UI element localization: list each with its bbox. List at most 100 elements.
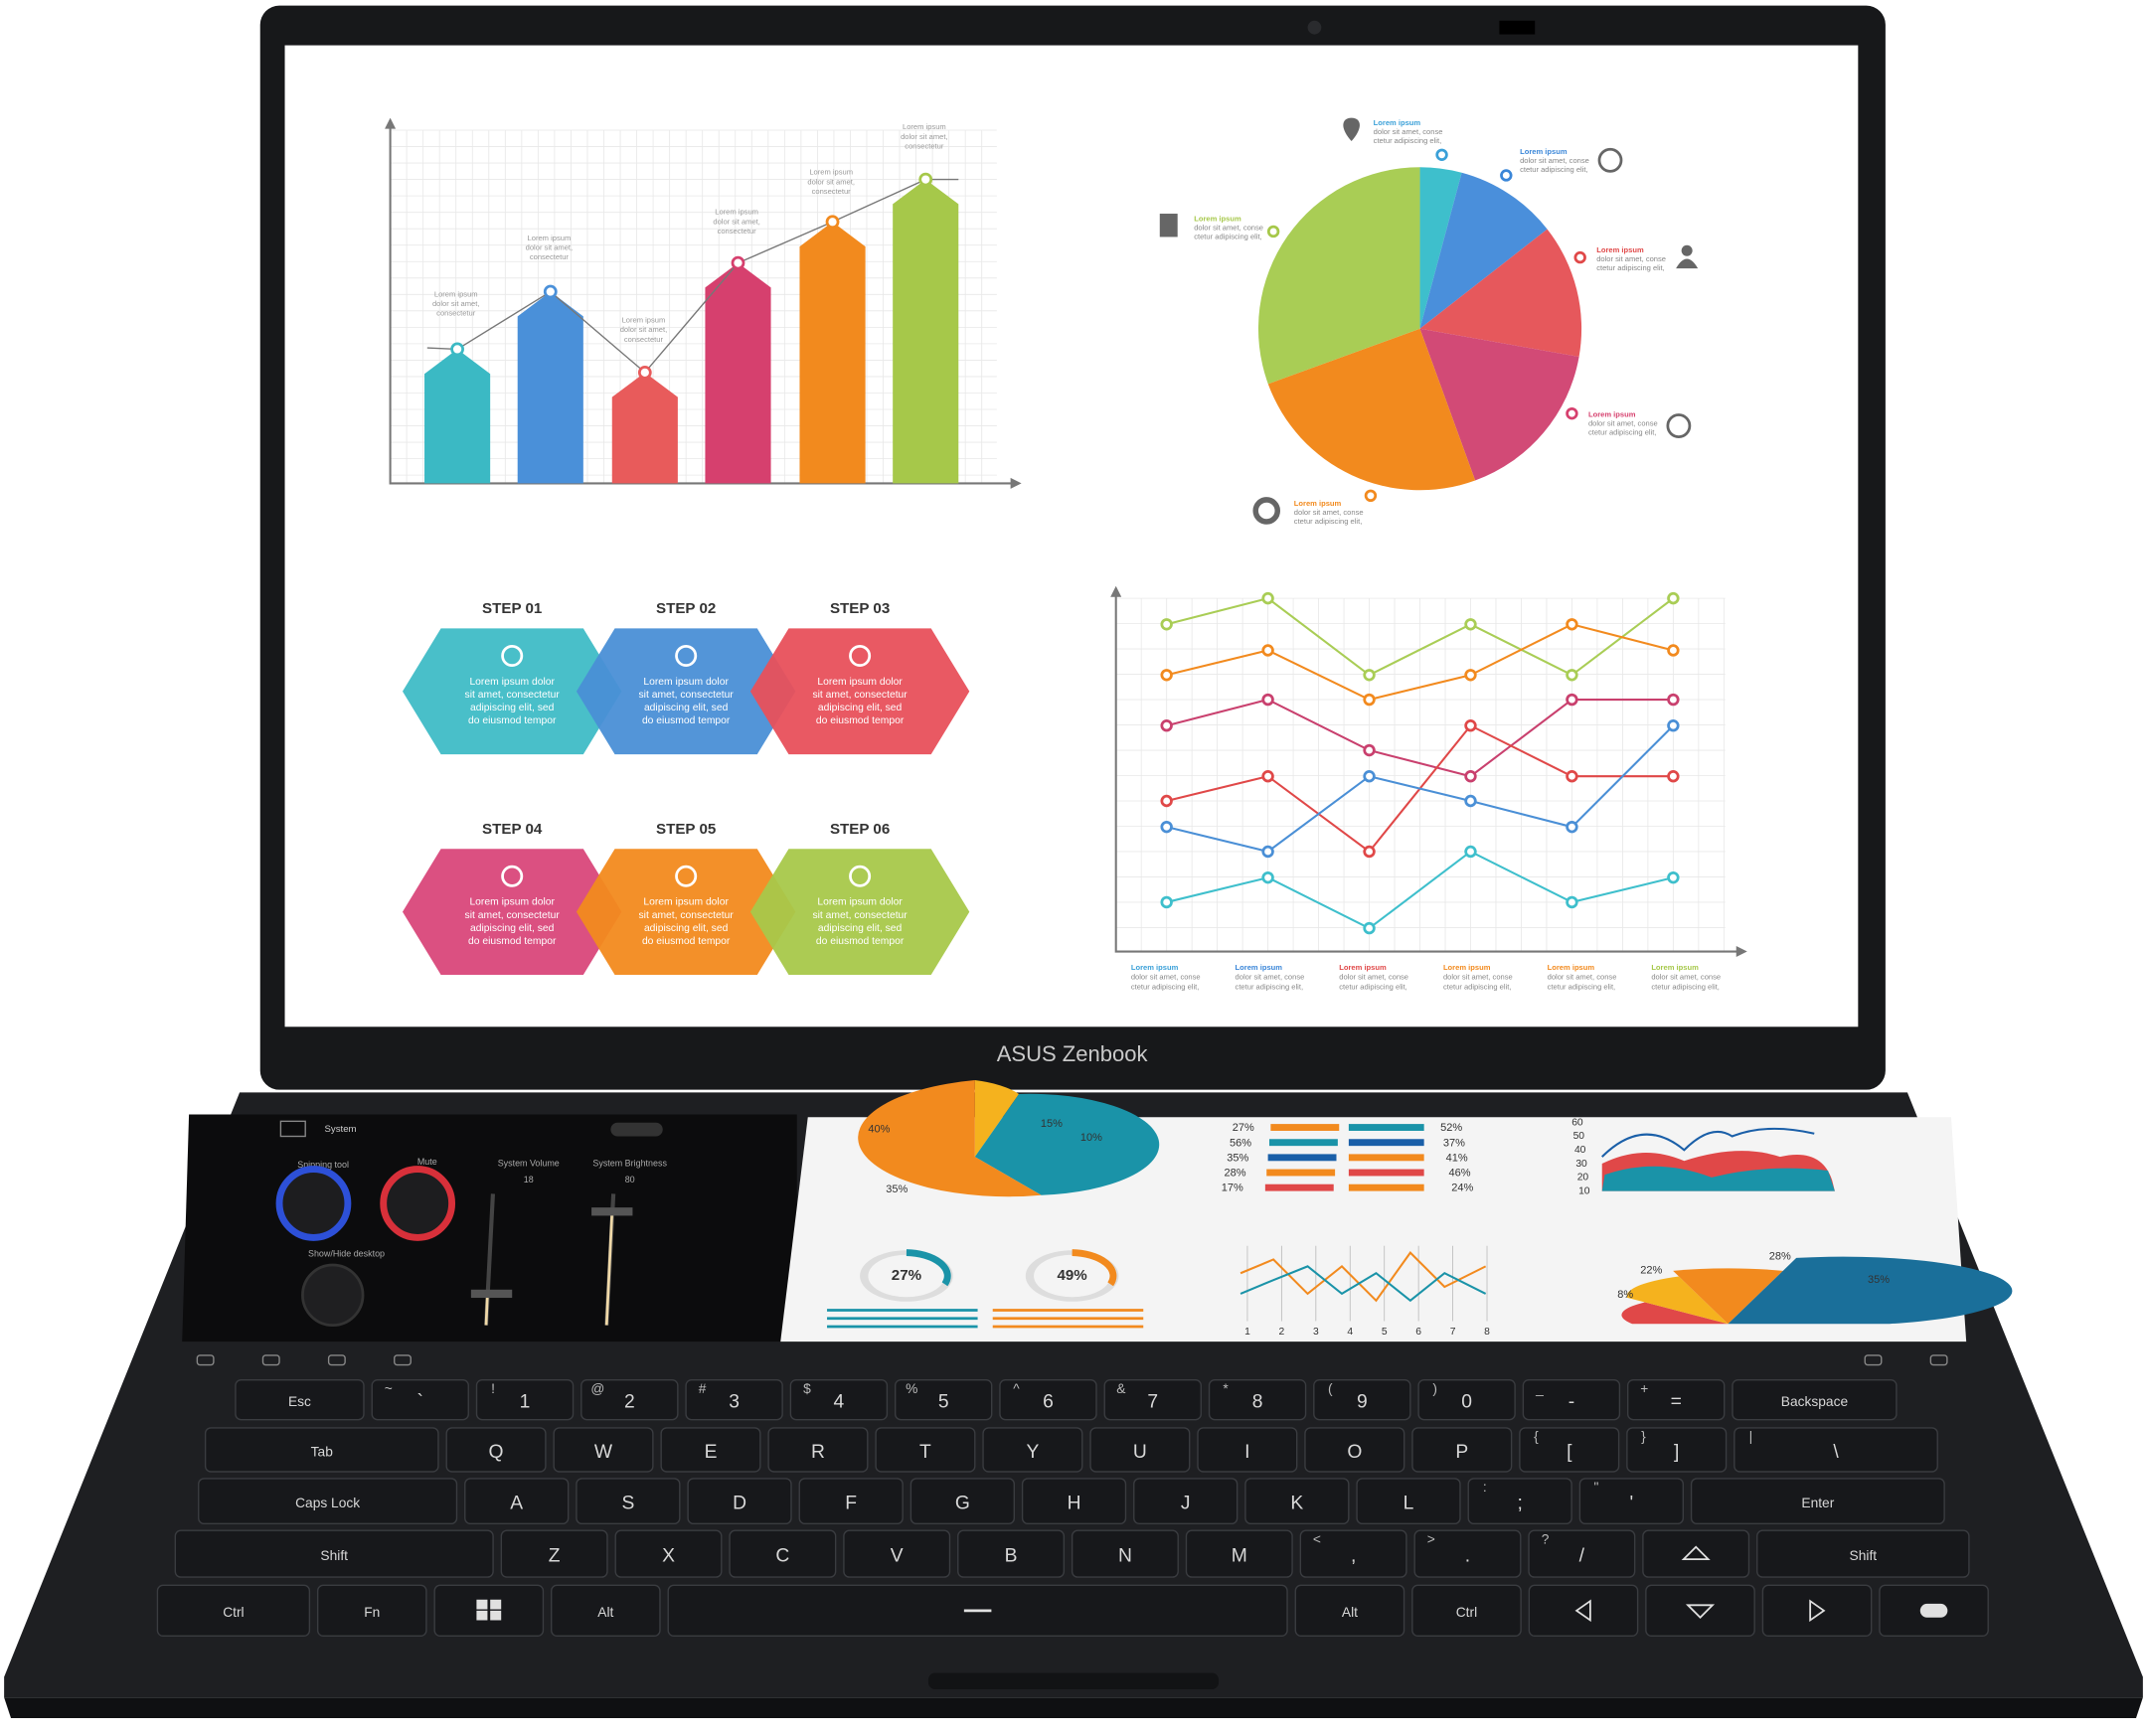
line-point: [1464, 794, 1477, 808]
pie-slice: [1419, 172, 1548, 329]
step-text: Lorem ipsum dolor: [469, 677, 555, 688]
step-text: do eiusmod tempor: [642, 715, 731, 726]
toggle: [610, 1122, 663, 1137]
key: [894, 1379, 993, 1421]
step-title: STEP 03: [830, 600, 890, 617]
key-label: ]: [1674, 1442, 1679, 1463]
key: [660, 1427, 761, 1473]
key: [156, 1584, 311, 1637]
key: [1197, 1427, 1298, 1473]
key-icon: [476, 1599, 502, 1621]
gauge-label: 49%: [1057, 1267, 1087, 1284]
area-axis-label: 30: [1575, 1159, 1587, 1170]
key: [580, 1379, 679, 1421]
key: [614, 1529, 723, 1578]
line-point: [1464, 618, 1477, 631]
key-label: .: [1465, 1546, 1470, 1567]
area-axis-label: 20: [1577, 1173, 1589, 1184]
key-shift-label: ": [1593, 1480, 1598, 1495]
key-label: N: [1118, 1546, 1132, 1567]
key-shift-label: ^: [1013, 1381, 1020, 1396]
icon-gear: [1252, 497, 1281, 525]
line-point: [1566, 895, 1578, 909]
bar-note: consectetur: [812, 187, 852, 196]
key: [576, 1478, 681, 1525]
key: [1467, 1478, 1572, 1525]
icon-at: [1666, 413, 1692, 438]
key-label: 9: [1357, 1392, 1368, 1413]
key-label: Tab: [311, 1444, 334, 1459]
line-point: [1160, 895, 1173, 909]
key: [1021, 1478, 1127, 1525]
mini-axis-label: 1: [1244, 1327, 1250, 1338]
mini-bar-label: 52%: [1440, 1122, 1462, 1134]
line-point: [1363, 693, 1376, 707]
key: [1642, 1529, 1750, 1578]
pie-slice: [1419, 167, 1462, 329]
step-text: adipiscing elit, sed: [644, 703, 729, 713]
key-shift-label: %: [906, 1381, 917, 1396]
bar-note: Lorem ipsum: [903, 122, 946, 131]
key: [475, 1379, 575, 1421]
key: [789, 1379, 889, 1421]
key: [316, 1584, 427, 1637]
mini-bar-label: 37%: [1443, 1137, 1465, 1149]
gauge-label: 27%: [892, 1267, 922, 1284]
bar-note: dolor sit amet,: [526, 242, 574, 251]
mini-pie: [974, 1093, 1160, 1195]
line-note: dolor sit amet, conse: [1236, 973, 1305, 982]
line-note-title: Lorem ipsum: [1339, 963, 1387, 972]
mini-bar-label: 41%: [1446, 1152, 1468, 1164]
key-label: L: [1404, 1493, 1414, 1513]
step-title: STEP 01: [482, 600, 542, 617]
mini-axis-label: 2: [1279, 1327, 1285, 1338]
line-point: [1160, 669, 1173, 682]
key-label: D: [733, 1493, 746, 1513]
key-shift-label: @: [590, 1381, 604, 1396]
key: [1294, 1584, 1405, 1637]
step-icon: [849, 865, 872, 887]
step-text: do eiusmod tempor: [816, 715, 905, 726]
bar-shape: [424, 349, 491, 484]
chart-line: [1166, 850, 1674, 930]
key-label: `: [417, 1392, 423, 1413]
icon-globe: [1597, 147, 1623, 173]
line-point: [1667, 870, 1680, 884]
line-note-title: Lorem ipsum: [1548, 963, 1595, 972]
key-shift-label: }: [1641, 1429, 1646, 1444]
key-shift-label: ~: [385, 1381, 393, 1396]
line-point: [1261, 845, 1274, 859]
mini-pie: [974, 1080, 1020, 1158]
mini-bar: [1264, 1184, 1334, 1191]
area-axis-label: 40: [1574, 1145, 1586, 1156]
key: [999, 1379, 1097, 1421]
key-label: 7: [1147, 1392, 1158, 1413]
key-label: U: [1133, 1442, 1147, 1463]
key-shift-label: (: [1328, 1381, 1333, 1396]
key: [174, 1529, 494, 1578]
line-point: [1667, 770, 1680, 783]
key-label: M: [1232, 1546, 1247, 1567]
step-text: adipiscing elit, sed: [470, 923, 555, 934]
key-shift-label: >: [1427, 1532, 1435, 1547]
line-point: [1566, 618, 1578, 631]
key: [687, 1478, 792, 1525]
key: [1356, 1478, 1461, 1525]
area-axis-label: 60: [1571, 1117, 1583, 1128]
step-title: STEP 02: [656, 600, 716, 617]
pie-note: ctetur adipiscing elit,: [1596, 263, 1665, 272]
key-shift-label: :: [1483, 1480, 1487, 1495]
fan-slice: [1728, 1256, 2013, 1325]
pie-slice: [1267, 328, 1476, 491]
key: [1304, 1427, 1405, 1473]
key-label: 0: [1461, 1392, 1472, 1413]
key-icon: [1919, 1603, 1948, 1618]
function-icon: [394, 1354, 412, 1366]
line-note-title: Lorem ipsum: [1131, 963, 1179, 972]
step-text: sit amet, consectetur: [465, 690, 561, 701]
line-point: [1261, 591, 1274, 605]
mini-bar: [1270, 1124, 1340, 1131]
icon-user-head: [1681, 244, 1693, 256]
key: [957, 1529, 1066, 1578]
line-point: [1261, 693, 1274, 707]
